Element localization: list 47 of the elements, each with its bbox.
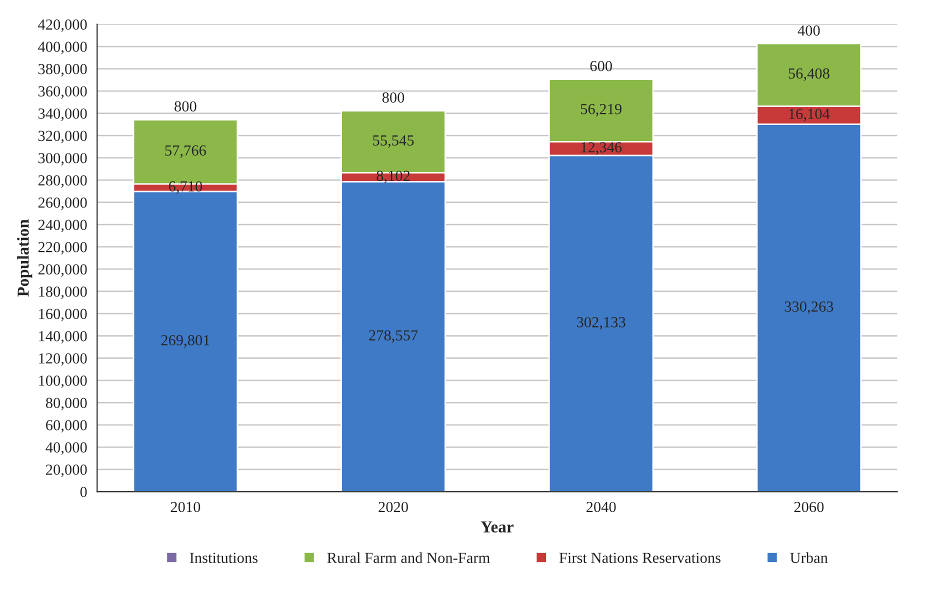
- y-tick-label: 380,000: [38, 64, 87, 76]
- data-label: 55,545: [373, 135, 414, 148]
- data-label: 278,557: [369, 330, 418, 343]
- data-label: 12,346: [581, 142, 622, 155]
- legend-label: First Nations Reservations: [559, 552, 720, 564]
- y-tick-label: 260,000: [38, 197, 87, 210]
- y-tick-label: 80,000: [46, 398, 87, 410]
- y-axis-title: Population: [17, 219, 32, 297]
- data-label: 8,102: [376, 170, 410, 184]
- y-tick-label: 220,000: [38, 242, 87, 254]
- y-tick-label: 240,000: [38, 220, 87, 232]
- data-label: 302,133: [577, 317, 626, 330]
- y-tick-label: 100,000: [39, 376, 87, 388]
- data-label: 269,801: [161, 335, 210, 348]
- y-tick-label: 280,000: [38, 175, 87, 188]
- y-tick-label: 20,000: [46, 464, 87, 478]
- data-label: 56,219: [580, 104, 622, 116]
- data-label: 800: [382, 92, 404, 103]
- y-tick-label: 400,000: [38, 42, 87, 54]
- x-tick-label: 2010: [170, 502, 200, 512]
- y-tick-label: 200,000: [38, 264, 87, 277]
- y-tick-label: 140,000: [39, 331, 87, 344]
- y-tick-label: 180,000: [39, 286, 87, 300]
- y-tick-label: 60,000: [46, 420, 87, 433]
- x-tick-label: 2060: [794, 502, 824, 512]
- legend-label: Rural Farm and Non-Farm: [327, 552, 490, 564]
- y-tick-label: 360,000: [38, 86, 87, 99]
- y-tick-label: 340,000: [38, 108, 87, 121]
- data-label: 56,408: [788, 68, 830, 81]
- y-tick-label: 40,000: [46, 442, 87, 455]
- x-axis-title: Year: [480, 521, 514, 533]
- y-tick-label: 300,000: [38, 152, 87, 166]
- x-tick-label: 2020: [378, 502, 408, 512]
- y-tick-label: 0: [80, 486, 87, 498]
- data-label: 330,263: [784, 301, 834, 314]
- legend-label: Urban: [790, 552, 828, 564]
- data-label: 800: [174, 101, 196, 112]
- y-tick-label: 420,000: [38, 19, 87, 32]
- y-tick-label: 160,000: [39, 308, 87, 322]
- y-tick-label: 320,000: [38, 130, 87, 144]
- data-label: 57,766: [165, 145, 206, 158]
- y-tick-label: 120,000: [39, 353, 87, 366]
- legend-label: Institutions: [190, 552, 258, 564]
- x-tick-label: 2040: [586, 502, 616, 512]
- data-label: 400: [798, 25, 820, 36]
- data-label: 600: [590, 60, 612, 72]
- data-label: 16,104: [789, 108, 830, 122]
